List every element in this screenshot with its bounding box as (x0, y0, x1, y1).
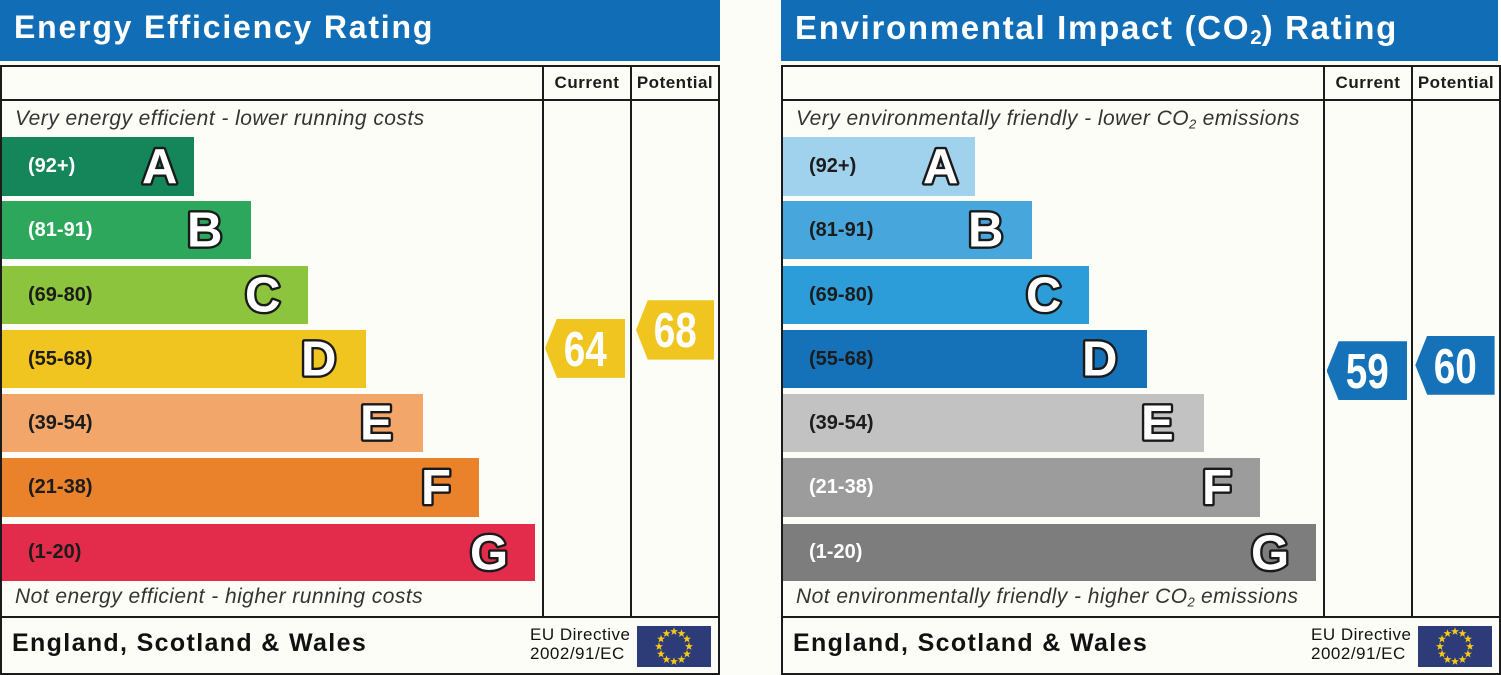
svg-text:D: D (301, 333, 336, 387)
svg-text:G: G (470, 526, 508, 580)
svg-text:C: C (245, 268, 280, 322)
svg-text:E: E (1141, 397, 1174, 451)
svg-text:F: F (421, 461, 451, 515)
svg-text:D: D (1082, 333, 1117, 387)
svg-text:A: A (923, 140, 958, 194)
svg-text:G: G (1251, 526, 1289, 580)
svg-text:E: E (360, 397, 393, 451)
svg-text:F: F (1202, 461, 1232, 515)
svg-text:B: B (187, 204, 222, 258)
svg-text:C: C (1026, 268, 1061, 322)
svg-text:B: B (968, 204, 1003, 258)
svg-text:A: A (142, 140, 177, 194)
